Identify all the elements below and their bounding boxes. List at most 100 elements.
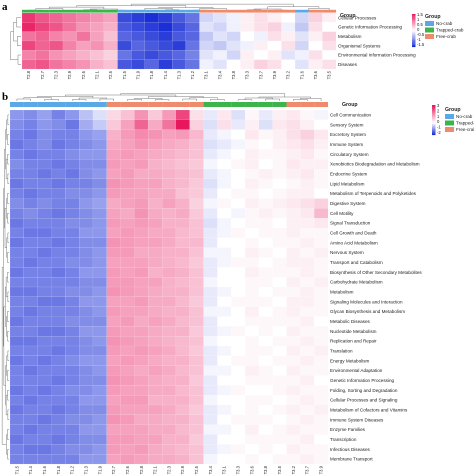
heatmap-cell	[131, 50, 146, 60]
heatmap-cell	[258, 168, 273, 180]
heatmap-cell	[9, 129, 25, 140]
heatmap-cell	[9, 149, 25, 160]
heatmap-cell	[131, 40, 146, 51]
heatmap-cell	[79, 277, 94, 288]
heatmap-cell	[203, 375, 218, 386]
dendrogram-branch	[17, 54, 21, 65]
heatmap-cell	[267, 31, 282, 42]
heatmap-cell	[189, 257, 204, 268]
heatmap-cell	[92, 119, 107, 130]
heatmap-cell	[37, 237, 52, 248]
heatmap-cell	[161, 336, 177, 347]
heatmap-cell	[217, 267, 232, 278]
heatmap-cell	[226, 50, 241, 60]
heatmap-cell	[92, 434, 107, 445]
heatmap-cell	[244, 149, 260, 160]
color-scale-step	[412, 16, 416, 18]
heatmap-cell	[76, 12, 91, 23]
heatmap-cell	[148, 286, 163, 298]
heatmap-cell	[300, 139, 315, 150]
heatmap-cell	[49, 22, 64, 32]
heatmap-cell	[161, 237, 177, 248]
heatmap-cell	[231, 424, 246, 435]
heatmap-cell	[286, 119, 301, 130]
heatmap-cell	[258, 178, 273, 189]
row-label: Cell Motility	[330, 211, 354, 216]
color-scale-step	[412, 38, 416, 40]
heatmap-cell	[217, 129, 232, 140]
heatmap-cell	[203, 355, 218, 366]
heatmap-cell	[117, 40, 132, 51]
column-label: T3.7	[258, 70, 263, 79]
heatmap-cell	[148, 414, 163, 425]
heatmap-cell	[272, 424, 287, 435]
color-scale-step	[432, 131, 436, 133]
heatmap-cell	[322, 31, 337, 42]
heatmap-cell	[23, 188, 38, 199]
heatmap-cell	[106, 198, 121, 209]
panel-b-group-annotation-bar	[10, 102, 329, 107]
heatmap-cell	[300, 345, 315, 357]
heatmap-cell	[92, 424, 107, 435]
heatmap-cell	[203, 129, 218, 140]
group-annotation-cell	[131, 9, 145, 13]
heatmap-cell	[300, 296, 315, 307]
heatmap-cell	[23, 198, 38, 209]
heatmap-cell	[106, 414, 121, 425]
color-scale-step	[432, 116, 436, 118]
heatmap-cell	[272, 277, 287, 288]
heatmap-cell	[9, 355, 25, 366]
heatmap-cell	[103, 12, 118, 23]
heatmap-cell	[148, 316, 163, 327]
heatmap-cell	[65, 149, 80, 160]
heatmap-cell	[175, 375, 190, 386]
heatmap-cell	[286, 296, 301, 307]
heatmap-cell	[92, 336, 107, 347]
heatmap-cell	[23, 267, 38, 278]
group-annotation-cell	[175, 102, 190, 107]
heatmap-cell	[120, 257, 135, 268]
heatmap-cell	[79, 149, 94, 160]
heatmap-cell	[144, 50, 159, 60]
heatmap-cell	[217, 375, 232, 386]
heatmap-cell	[106, 237, 121, 248]
heatmap-cell	[120, 454, 135, 465]
heatmap-cell	[134, 198, 149, 209]
heatmap-cell	[272, 109, 287, 121]
heatmap-cell	[322, 50, 337, 60]
heatmap-cell	[314, 414, 329, 425]
color-scale-step	[432, 128, 436, 130]
heatmap-cell	[231, 129, 246, 140]
dendrogram-branch	[148, 96, 204, 99]
group-annotation-cell	[90, 9, 104, 13]
heatmap-cell	[272, 159, 287, 170]
heatmap-cell	[189, 139, 204, 150]
heatmap-cell	[106, 444, 121, 455]
column-label: T3.9	[272, 70, 277, 79]
heatmap-cell	[37, 109, 52, 121]
heatmap-cell	[79, 326, 94, 337]
heatmap-cell	[272, 345, 287, 357]
heatmap-cell	[148, 375, 163, 386]
heatmap-cell	[51, 424, 66, 435]
heatmap-cell	[322, 40, 337, 51]
legend-label: Trapped-crab	[456, 121, 474, 126]
heatmap-cell	[272, 149, 287, 160]
heatmap-cell	[37, 139, 52, 150]
dendrogram-branch	[267, 6, 320, 9]
color-scale-step	[412, 17, 416, 19]
heatmap-cell	[286, 109, 301, 121]
heatmap-cell	[131, 12, 146, 23]
heatmap-cell	[161, 198, 177, 209]
color-scale-step	[432, 110, 436, 112]
heatmap-cell	[9, 198, 25, 209]
heatmap-cell	[23, 286, 38, 298]
heatmap-cell	[65, 267, 80, 278]
dendrogram-branch	[7, 114, 9, 125]
heatmap-cell	[267, 40, 282, 51]
heatmap-cell	[144, 40, 159, 51]
heatmap-cell	[244, 247, 260, 258]
heatmap-cell	[35, 50, 50, 60]
heatmap-cell	[9, 159, 25, 170]
